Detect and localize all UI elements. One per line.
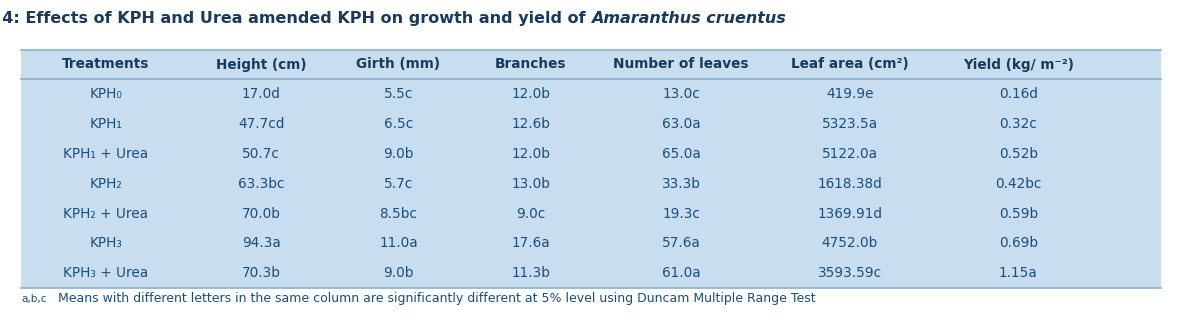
Text: 12.6b: 12.6b [511,117,550,131]
Text: 419.9e: 419.9e [826,87,873,101]
Text: 12.0b: 12.0b [511,147,550,161]
Text: 70.3b: 70.3b [241,266,280,280]
Text: 1.15a: 1.15a [999,266,1038,280]
Text: KPH₃: KPH₃ [89,236,122,250]
Text: Leaf area (cm²): Leaf area (cm²) [791,58,909,71]
Text: Table 4: Effects of KPH and Urea amended KPH on growth and yield of: Table 4: Effects of KPH and Urea amended… [0,11,591,26]
Text: Treatments: Treatments [61,58,149,71]
Text: KPH₃ + Urea: KPH₃ + Urea [63,266,148,280]
Text: 5122.0a: 5122.0a [821,147,878,161]
Text: 1369.91d: 1369.91d [817,206,882,220]
Text: 4752.0b: 4752.0b [821,236,878,250]
Text: Yield (kg/ m⁻²): Yield (kg/ m⁻²) [963,58,1073,71]
Text: 47.7cd: 47.7cd [238,117,285,131]
Text: Means with different letters in the same column are significantly different at 5: Means with different letters in the same… [54,292,816,305]
Text: 50.7c: 50.7c [242,147,280,161]
Text: 1618.38d: 1618.38d [817,177,882,191]
Text: 0.32c: 0.32c [1000,117,1037,131]
Text: 17.0d: 17.0d [241,87,280,101]
Text: KPH₁: KPH₁ [89,117,122,131]
Text: 9.0b: 9.0b [383,147,414,161]
Text: 63.3bc: 63.3bc [238,177,285,191]
Text: Height (cm): Height (cm) [216,58,306,71]
Text: 12.0b: 12.0b [511,87,550,101]
Text: 9.0c: 9.0c [517,206,545,220]
Text: 0.69b: 0.69b [999,236,1038,250]
Text: 11.0a: 11.0a [379,236,417,250]
Text: 94.3a: 94.3a [242,236,280,250]
FancyBboxPatch shape [21,50,1161,288]
Text: 0.16d: 0.16d [999,87,1038,101]
Text: 0.42bc: 0.42bc [995,177,1041,191]
Text: 0.59b: 0.59b [999,206,1038,220]
Text: 11.3b: 11.3b [511,266,550,280]
Text: 19.3c: 19.3c [662,206,700,220]
Text: Amaranthus cruentus: Amaranthus cruentus [591,11,786,26]
Text: 5323.5a: 5323.5a [821,117,878,131]
Text: 17.6a: 17.6a [512,236,550,250]
Text: KPH₂: KPH₂ [89,177,122,191]
Text: 57.6a: 57.6a [662,236,701,250]
Text: 70.0b: 70.0b [241,206,280,220]
Text: 13.0b: 13.0b [511,177,550,191]
Text: 63.0a: 63.0a [662,117,700,131]
Text: 5.7c: 5.7c [384,177,413,191]
Text: 0.52b: 0.52b [999,147,1038,161]
Text: 33.3b: 33.3b [662,177,701,191]
Text: 6.5c: 6.5c [384,117,413,131]
Text: 9.0b: 9.0b [383,266,414,280]
Text: KPH₀: KPH₀ [89,87,122,101]
Text: 61.0a: 61.0a [662,266,700,280]
Text: a,b,c: a,b,c [21,294,47,304]
Text: 8.5bc: 8.5bc [379,206,417,220]
Text: KPH₂ + Urea: KPH₂ + Urea [63,206,148,220]
Text: 65.0a: 65.0a [662,147,701,161]
Text: Girth (mm): Girth (mm) [357,58,441,71]
Text: 13.0c: 13.0c [662,87,700,101]
Text: Branches: Branches [495,58,566,71]
Text: 3593.59c: 3593.59c [818,266,882,280]
Text: Number of leaves: Number of leaves [613,58,748,71]
Text: 5.5c: 5.5c [384,87,414,101]
Text: KPH₁ + Urea: KPH₁ + Urea [63,147,148,161]
